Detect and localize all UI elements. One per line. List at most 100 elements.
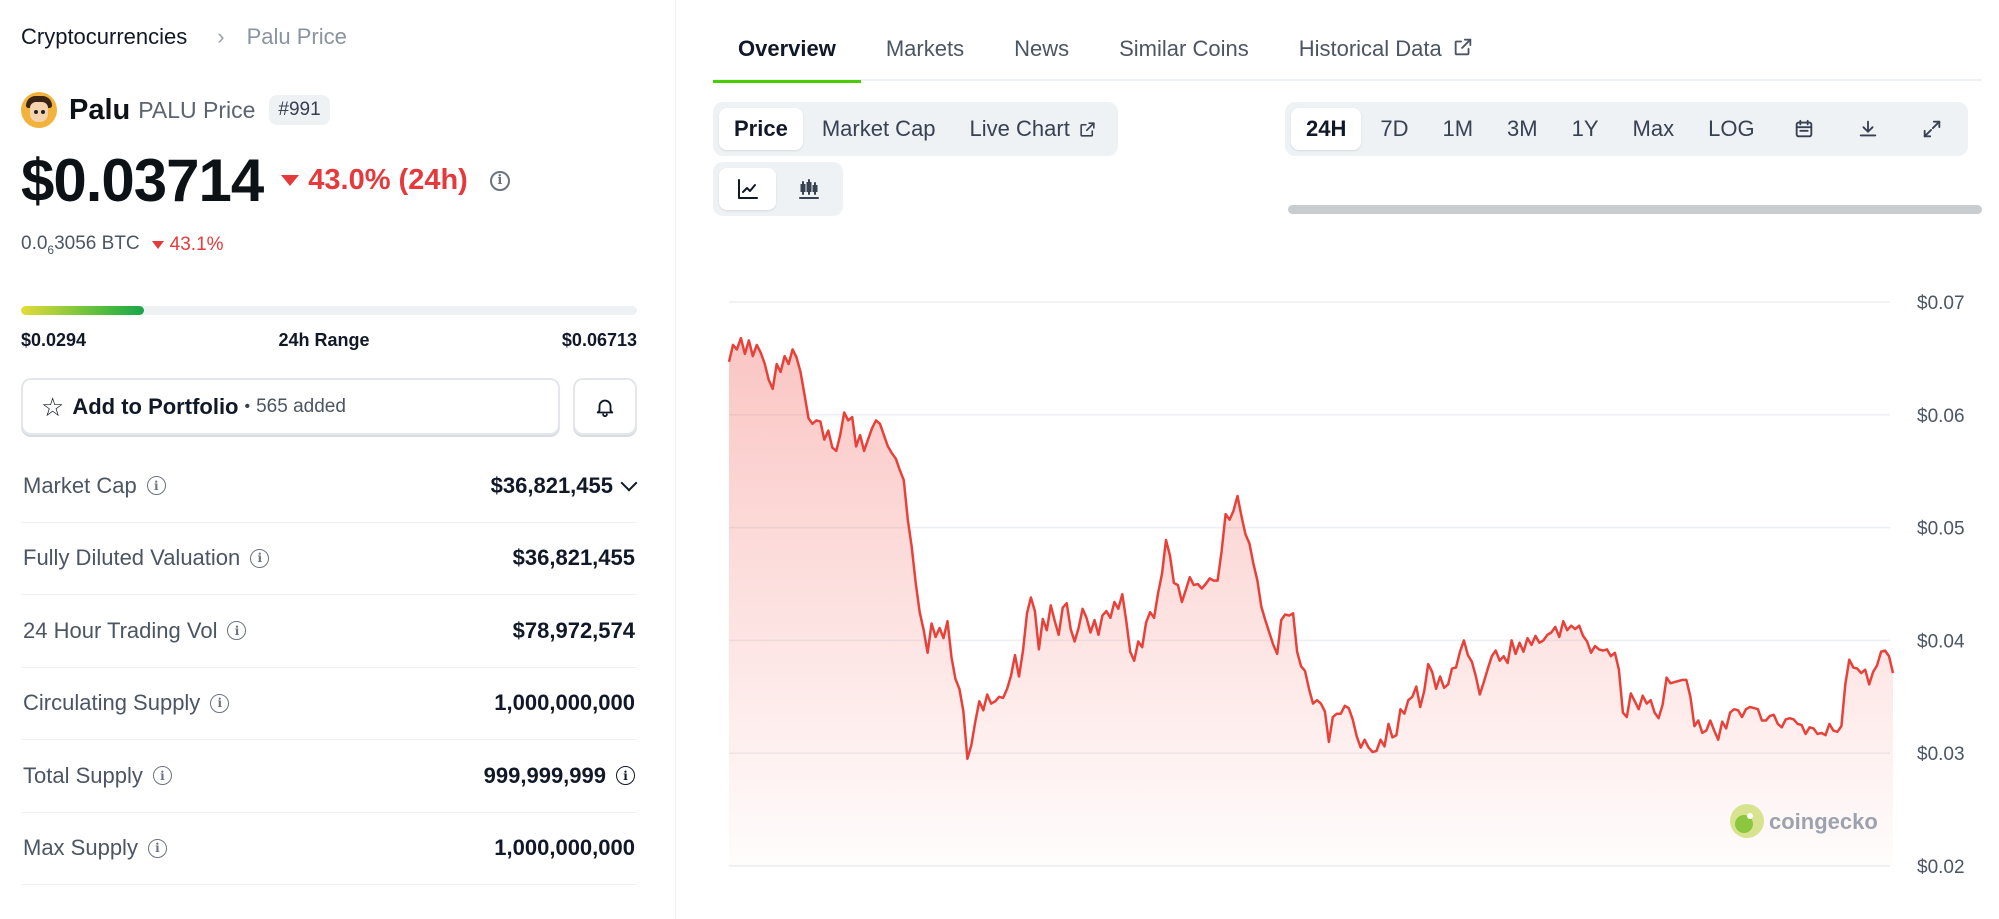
range-max[interactable]: Max [1632,116,1675,141]
stat-label: Total Supply i [23,763,172,789]
stat-value: 1,000,000,000 [494,690,635,716]
coin-tabs: Overview Markets News Similar Coins Hist… [713,20,1982,83]
stat-label: Max Supply i [23,835,167,861]
tab-overview[interactable]: Overview [713,20,861,83]
info-icon[interactable]: i [146,476,166,496]
stat-value: 1,000,000,000 [494,835,635,861]
y-tick-label: $0.04 [1917,631,1965,652]
fullscreen-button[interactable] [1902,108,1962,150]
add-to-portfolio-button[interactable]: ☆ Add to Portfolio • 565 added [21,378,560,435]
add-to-portfolio-label: Add to Portfolio [72,393,239,419]
download-icon [1859,120,1876,137]
portfolio-count: 565 added [256,395,346,417]
candlestick-chart-button[interactable] [780,168,837,210]
range-scrollbar[interactable] [1288,205,1982,214]
y-axis: $0.07 $0.06 $0.05 $0.04 $0.03 $0.02 [1917,293,1965,878]
range-high: $0.06713 [561,330,637,350]
range-low: $0.0294 [21,330,87,350]
info-icon[interactable]: i [489,170,510,191]
star-icon: ☆ [41,391,65,422]
range-1y[interactable]: 1Y [1571,116,1599,141]
24h-range-labels: $0.0294 24h Range $0.06713 [21,330,637,351]
y-tick-label: $0.05 [1917,519,1965,540]
y-tick-label: $0.07 [1917,293,1965,314]
price-line [727,336,1895,761]
24h-range-fill [21,306,145,315]
24h-range-bar [21,306,637,315]
stat-value: $78,972,574 [512,617,635,643]
info-icon[interactable]: i [227,621,247,641]
stat-value[interactable]: $36,821,455 [491,473,638,499]
tab-historical-data[interactable]: Historical Data [1274,20,1499,81]
stat-row-market-cap: Market Cap i $36,821,455 [21,450,638,523]
date-range-button[interactable] [1774,108,1834,150]
price-change-24h: 43.0% (24h) [281,164,468,197]
range-1m[interactable]: 1M [1442,116,1474,141]
download-button[interactable] [1838,108,1898,150]
stat-row-total-supply: Total Supply i 999,999,999 i [21,740,637,813]
y-tick-label: $0.02 [1917,857,1965,878]
range-24h[interactable]: 24H [1291,108,1362,150]
stat-label: Circulating Supply i [23,690,230,716]
separator-dot: • [244,397,251,415]
stat-label: Market Cap i [23,473,166,499]
info-icon[interactable]: i [616,766,635,786]
expand-icon [1923,120,1940,138]
coin-stats-table: Market Cap i $36,821,455 Fully Diluted Va… [21,450,638,885]
log-scale-toggle[interactable]: LOG [1708,116,1755,141]
y-tick-label: $0.03 [1917,744,1965,765]
chart-type-price[interactable]: Price [719,108,803,150]
btc-price: 0.063056 BTC [21,233,140,257]
price-chart[interactable]: $0.07 $0.06 $0.05 $0.04 $0.03 $0.02 coingecko [676,240,1999,919]
coin-name: Palu [69,93,131,126]
chart-type-live-chart[interactable]: Live Chart [955,108,1112,150]
breadcrumb-link-cryptocurrencies[interactable]: Cryptocurrencies [21,24,188,49]
bell-icon [596,399,614,417]
calendar-icon [1795,119,1812,138]
current-price: $0.03714 [21,147,264,214]
range-3m[interactable]: 3M [1507,116,1538,141]
coingecko-watermark: coingecko [1730,804,1878,838]
coin-summary-panel: Cryptocurrencies › Palu Price Palu PALU … [0,0,676,919]
info-icon[interactable]: i [210,693,230,713]
stat-row-trading-volume: 24 Hour Trading Vol i $78,972,574 [21,595,637,668]
range-label: 24h Range [278,330,370,350]
chart-type-market-cap[interactable]: Market Cap [821,116,936,141]
stat-row-max-supply: Max Supply i 1,000,000,000 [21,813,637,885]
price-row: $0.03714 43.0% (24h) i [21,146,510,215]
btc-price-row: 0.063056 BTC 43.1% [21,233,224,257]
external-link-icon [1454,38,1471,56]
time-range-selector: 24H 7D 1M 3M 1Y Max LOG [1285,102,1968,156]
coin-title: Palu PALU Price #991 [21,92,330,128]
stat-value: $36,821,455 [512,545,635,571]
range-7d[interactable]: 7D [1380,116,1409,141]
external-link-icon [1080,121,1095,137]
tab-news[interactable]: News [1014,36,1070,61]
price-area [729,338,1893,867]
line-chart-button[interactable] [719,168,776,210]
chart-panel: Overview Markets News Similar Coins Hist… [676,0,1999,919]
breadcrumb: Cryptocurrencies › Palu Price [21,24,347,50]
watermark-text: coingecko [1769,809,1878,834]
tab-markets[interactable]: Markets [885,36,965,61]
info-icon[interactable]: i [152,766,172,786]
caret-down-icon [151,240,164,249]
line-chart-icon [737,179,758,199]
stat-row-fdv: Fully Diluted Valuation i $36,821,455 [21,523,637,595]
price-alert-button[interactable] [573,378,637,435]
stat-label: Fully Diluted Valuation i [23,545,270,571]
info-icon[interactable]: i [250,548,270,568]
y-tick-label: $0.06 [1917,406,1965,427]
candlestick-icon [798,179,819,199]
info-icon[interactable]: i [147,838,167,858]
stat-row-circulating-supply: Circulating Supply i 1,000,000,000 [21,668,637,740]
rank-badge: #991 [269,95,330,125]
price-change-24h-value: 43.0% (24h) [308,164,468,196]
tab-similar-coins[interactable]: Similar Coins [1119,36,1249,61]
chart-style-selector [713,162,843,216]
breadcrumb-current: Palu Price [246,24,347,49]
chevron-right-icon: › [217,24,225,49]
stat-value: 999,999,999 i [484,763,635,789]
chevron-down-icon[interactable] [620,474,638,492]
stat-label: 24 Hour Trading Vol i [23,618,247,644]
